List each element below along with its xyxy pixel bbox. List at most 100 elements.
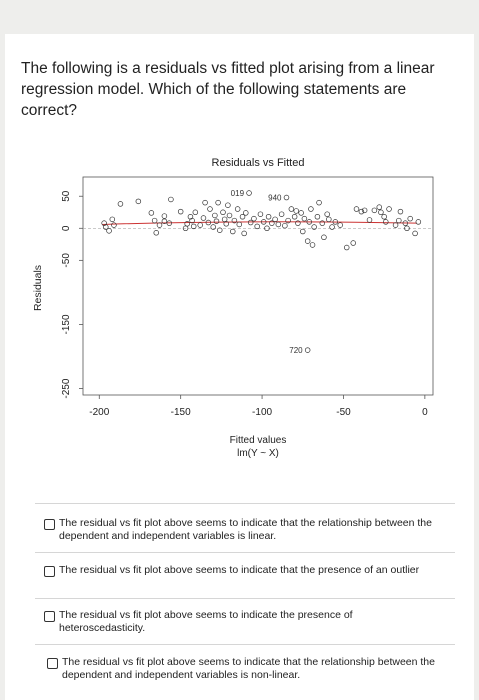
x-tick-label: -200 — [89, 407, 109, 418]
divider — [35, 644, 455, 645]
data-point — [153, 230, 160, 236]
data-point — [236, 221, 243, 228]
data-point — [378, 209, 384, 216]
data-point — [295, 220, 301, 226]
y-tick-label: -250 — [61, 378, 72, 398]
data-point — [197, 222, 203, 228]
data-point — [343, 244, 350, 251]
data-point — [298, 210, 304, 216]
data-point — [192, 209, 199, 216]
data-point — [103, 224, 109, 230]
data-point — [184, 221, 190, 227]
data-point — [189, 217, 195, 224]
data-point — [213, 218, 220, 224]
y-axis: 50 0 -50 -150 -250 — [61, 190, 83, 399]
y-axis-label: Residuals — [32, 265, 44, 311]
data-point — [243, 210, 249, 216]
data-point — [257, 211, 264, 217]
data-point — [226, 212, 233, 219]
data-point — [278, 211, 285, 217]
data-point — [350, 240, 356, 246]
checkbox[interactable] — [44, 611, 55, 622]
data-point — [392, 222, 399, 228]
data-point — [148, 210, 155, 216]
data-point — [353, 206, 360, 212]
data-point — [402, 220, 409, 226]
data-point — [205, 219, 212, 226]
data-point — [241, 230, 247, 237]
data-point — [329, 224, 335, 230]
point-annotation-label: 019 — [231, 189, 245, 198]
data-point — [177, 208, 184, 215]
scatter-points — [101, 190, 422, 353]
divider — [35, 598, 455, 599]
data-point — [247, 219, 254, 226]
data-point — [216, 227, 223, 233]
data-point — [304, 347, 311, 353]
data-point — [230, 228, 236, 235]
data-point — [314, 214, 321, 220]
data-point — [396, 217, 402, 224]
residuals-vs-fitted-chart: Residuals vs Fitted -200 -150 -100 -50 0 50 0… — [32, 157, 434, 459]
data-point — [366, 217, 373, 223]
data-point — [306, 219, 313, 225]
data-point — [200, 215, 207, 221]
data-point — [326, 216, 332, 223]
data-point — [117, 201, 124, 207]
data-point — [246, 190, 252, 196]
data-point — [383, 219, 389, 225]
option-label: The residual vs fit plot above seems to … — [59, 609, 353, 634]
data-point — [285, 217, 291, 224]
checkbox[interactable] — [44, 519, 55, 530]
checkbox[interactable] — [47, 658, 58, 669]
plot-frame — [82, 176, 434, 396]
y-tick-label: -150 — [61, 314, 72, 334]
data-point — [386, 206, 392, 212]
data-point — [207, 206, 213, 212]
data-point — [308, 206, 314, 212]
data-point — [324, 211, 330, 217]
data-point — [376, 204, 383, 210]
data-point — [215, 199, 221, 206]
chart-title: Residuals vs Fitted — [212, 157, 305, 169]
data-point — [220, 209, 226, 216]
data-point — [264, 225, 270, 232]
data-point — [321, 234, 327, 241]
data-point — [311, 224, 317, 230]
data-point — [225, 202, 231, 208]
data-point — [212, 212, 218, 219]
x-tick-label: -50 — [336, 407, 351, 418]
data-point — [407, 215, 413, 222]
data-point — [190, 223, 197, 230]
x-axis-sublabel: lm(Y ~ X) — [237, 448, 279, 459]
data-point — [291, 214, 298, 220]
data-point — [283, 194, 290, 201]
data-point — [412, 230, 418, 237]
data-point — [293, 208, 300, 214]
data-point — [168, 196, 174, 203]
point-annotation-label: 940 — [268, 194, 282, 203]
data-point — [254, 223, 260, 230]
smoother-line — [102, 221, 417, 225]
data-point — [415, 219, 422, 225]
data-point — [234, 206, 241, 212]
checkbox[interactable] — [44, 566, 55, 577]
data-point — [300, 228, 306, 235]
x-tick-label: 0 — [422, 407, 428, 418]
data-point — [275, 221, 282, 228]
data-point — [381, 214, 387, 220]
x-tick-label: -100 — [252, 407, 272, 418]
data-point — [202, 199, 208, 206]
data-point — [288, 206, 295, 212]
data-point — [404, 225, 410, 232]
option-label: The residual vs fit plot above seems to … — [62, 656, 435, 681]
point-annotation-label: 720 — [289, 346, 303, 355]
data-point — [309, 242, 316, 248]
option-label: The residual vs fit plot above seems to … — [59, 564, 420, 576]
data-point — [269, 220, 275, 226]
x-axis: -200 -150 -100 -50 0 — [89, 395, 428, 418]
y-tick-label: 0 — [61, 225, 72, 231]
data-point — [260, 219, 267, 225]
data-point — [337, 222, 343, 228]
data-point — [265, 214, 272, 220]
